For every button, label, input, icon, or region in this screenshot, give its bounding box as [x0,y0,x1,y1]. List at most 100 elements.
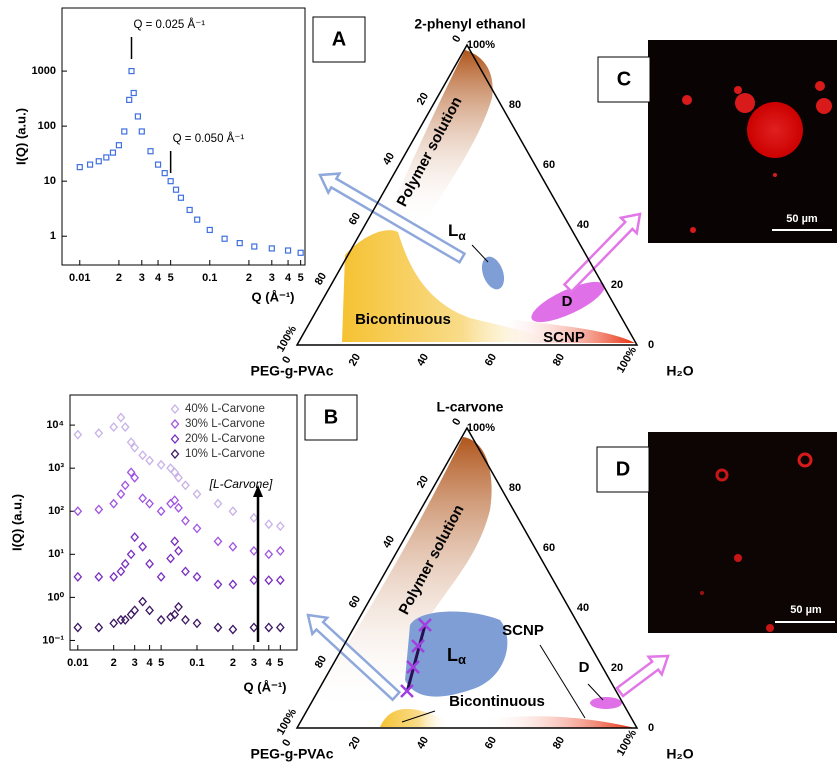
x-tick-label: 2 [230,657,236,669]
data-point [158,461,165,469]
arrow [564,214,640,291]
legend-label: 40% L-Carvone [185,403,265,415]
micrograph: 50 µm [648,432,837,633]
region-label: Lα [448,221,466,243]
legend-marker [172,405,179,413]
y-tick-label: 1000 [32,65,56,77]
panel-letter: D [616,458,630,480]
ternary-title: L-carvone [437,399,504,415]
y-axis-title: I(Q) (a.u.) [9,494,24,551]
data-point [158,616,165,624]
data-point [158,507,165,515]
ternary-tick-label: 20 [415,91,432,108]
data-point [195,217,200,222]
region-label: SCNP [543,329,585,346]
data-point [122,481,129,489]
x-tick-label: 4 [266,657,273,669]
data-point [298,250,303,255]
y-axis-title: I(Q) (a.u.) [13,108,28,165]
data-point [131,90,136,95]
data-point [95,573,102,581]
data-point [127,97,132,102]
x-tick-label: 5 [158,657,164,669]
data-point [277,547,284,555]
data-point [277,623,284,631]
ternary-title: 2-phenyl ethanol [414,16,525,32]
x-tick-label: 3 [269,272,275,284]
ternary-tick-label: 100% [467,39,495,51]
x-tick-label: 5 [168,272,174,284]
data-point [182,517,189,525]
data-point [175,603,182,611]
data-point [77,165,82,170]
panel-letter: C [617,68,631,90]
data-point [265,623,272,631]
arrow [617,656,668,696]
data-point [162,171,167,176]
data-point [122,423,129,431]
data-point [135,114,140,119]
annotation: [L-Carvone] [209,477,273,491]
data-point [194,619,201,627]
region-label: D [579,659,590,676]
ternary-tick-label: 0 [648,722,654,734]
data-point [74,507,81,515]
data-point [194,573,201,581]
x-tick-label: 5 [298,272,304,284]
data-point [229,543,236,551]
data-point [148,149,153,154]
data-point [250,623,257,631]
data-point [122,560,129,568]
data-point [74,623,81,631]
label-main: L [448,221,458,240]
data-point [146,606,153,614]
x-tick-label: 0.01 [67,657,88,669]
ternary-tick-label: 80 [313,654,330,671]
data-point [167,554,174,562]
data-point [139,451,146,459]
leader-line [588,684,603,700]
ternary-tick-label: 40 [381,151,398,168]
figure: Polymer solution Bicontinuous SCNP Lα D … [0,0,837,763]
data-point [250,514,257,522]
data-point [128,611,135,619]
micrograph: 50 µm [648,40,837,243]
ternary-tick-label: 100% [275,324,300,355]
data-point [175,504,182,512]
ternary-tick-label: 80 [509,482,521,494]
data-point [110,150,115,155]
ternary-tick-label: 40 [381,534,398,551]
data-point [129,69,134,74]
data-point [214,580,221,588]
data-point [175,547,182,555]
ternary-tick-label: 0 [450,416,463,427]
data-point [139,494,146,502]
data-point [250,576,257,584]
ternary-tick-label: 80 [551,352,568,369]
label-sub: α [458,229,466,243]
legend-label: 10% L-Carvone [185,448,265,460]
ternary-tick-label: 100% [615,345,640,376]
data-point [182,567,189,575]
legend-label: 20% L-Carvone [185,433,265,445]
y-tick-label: 10⁴ [46,419,64,431]
x-tick-label: 2 [116,272,122,284]
data-point [167,500,174,508]
annotation: Q = 0.050 Å⁻¹ [173,132,245,145]
data-point [277,522,284,530]
x-tick-label: 3 [132,657,138,669]
data-point [187,207,192,212]
data-point [207,227,212,232]
panel-letter: B [324,406,338,428]
scale-bar-label: 50 µm [786,213,818,225]
ternary-tick-label: 40 [577,602,589,614]
region-label: D [562,293,573,310]
ternary-tick-label: 20 [347,735,364,752]
data-point [171,537,178,545]
data-point [194,524,201,532]
ternary-tick-label: 40 [415,735,432,752]
data-point [174,187,179,192]
data-point [122,129,127,134]
x-axis-title: Q (Å⁻¹) [244,679,287,694]
ternary-tick-label: 60 [543,159,555,171]
